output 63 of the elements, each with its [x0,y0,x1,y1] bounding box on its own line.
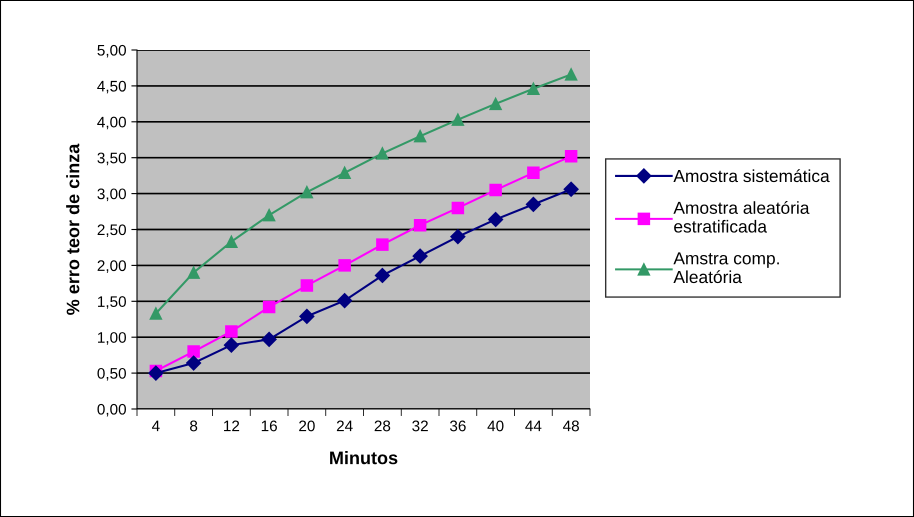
point [564,150,578,163]
point [412,248,428,264]
x-tick-label: 4 [152,420,160,432]
point [414,218,426,232]
y-tick-label: 4,00 [97,116,126,130]
point [564,182,579,197]
point [489,98,502,110]
point [225,235,238,248]
x-tick-label: 36 [450,420,466,432]
point [187,266,200,279]
point [299,308,314,324]
point [376,147,389,160]
point [300,186,314,198]
y-tick-label: 1,00 [98,332,126,345]
point [374,268,390,284]
point [338,259,351,272]
x-tick-label: 44 [525,420,542,432]
legend-label: Amostra aleatória estratificada [673,201,810,233]
x-tick-label: 32 [412,420,428,432]
point [225,325,238,338]
point [186,355,202,371]
x-tick-label: 24 [336,420,353,432]
point [300,279,314,292]
point [187,345,200,358]
y-tick-label: 3,50 [97,152,126,166]
point [452,202,464,214]
point [527,166,540,180]
point [262,208,276,222]
x-tick-label: 16 [262,420,277,432]
point [414,130,426,142]
legend-label: Amostra sistemática [673,169,830,182]
y-tick-label: 3,00 [97,188,126,202]
y-tick-label: 5,00 [97,44,126,58]
point [262,300,276,314]
y-axis-title: % erro teor de cinza [66,144,80,315]
x-tick-label: 20 [299,420,315,432]
legend-label: Amstra comp. Aleatória [673,252,779,284]
point [564,68,578,81]
x-tick-label: 48 [562,420,579,432]
x-tick-label: 28 [374,420,390,432]
point [450,229,466,244]
point [150,307,162,320]
point [526,196,541,212]
y-tick-label: 4,50 [97,80,126,94]
point [338,166,351,180]
x-axis-title: Minutos [330,451,398,464]
point [376,238,389,251]
point [527,82,540,96]
y-tick-label: 2,50 [98,224,126,237]
point [337,293,352,308]
point [224,338,239,353]
point [452,113,464,126]
y-tick-label: 2,00 [98,260,126,273]
y-tick-label: 0,00 [97,404,126,416]
point [262,332,277,347]
point [488,212,504,228]
y-tick-label: 0,50 [97,368,126,381]
point [489,184,502,196]
point [148,366,164,381]
x-tick-label: 40 [487,420,504,432]
x-tick-label: 12 [224,420,240,432]
y-tick-label: 1,50 [98,296,126,309]
x-tick-label: 8 [190,420,198,432]
